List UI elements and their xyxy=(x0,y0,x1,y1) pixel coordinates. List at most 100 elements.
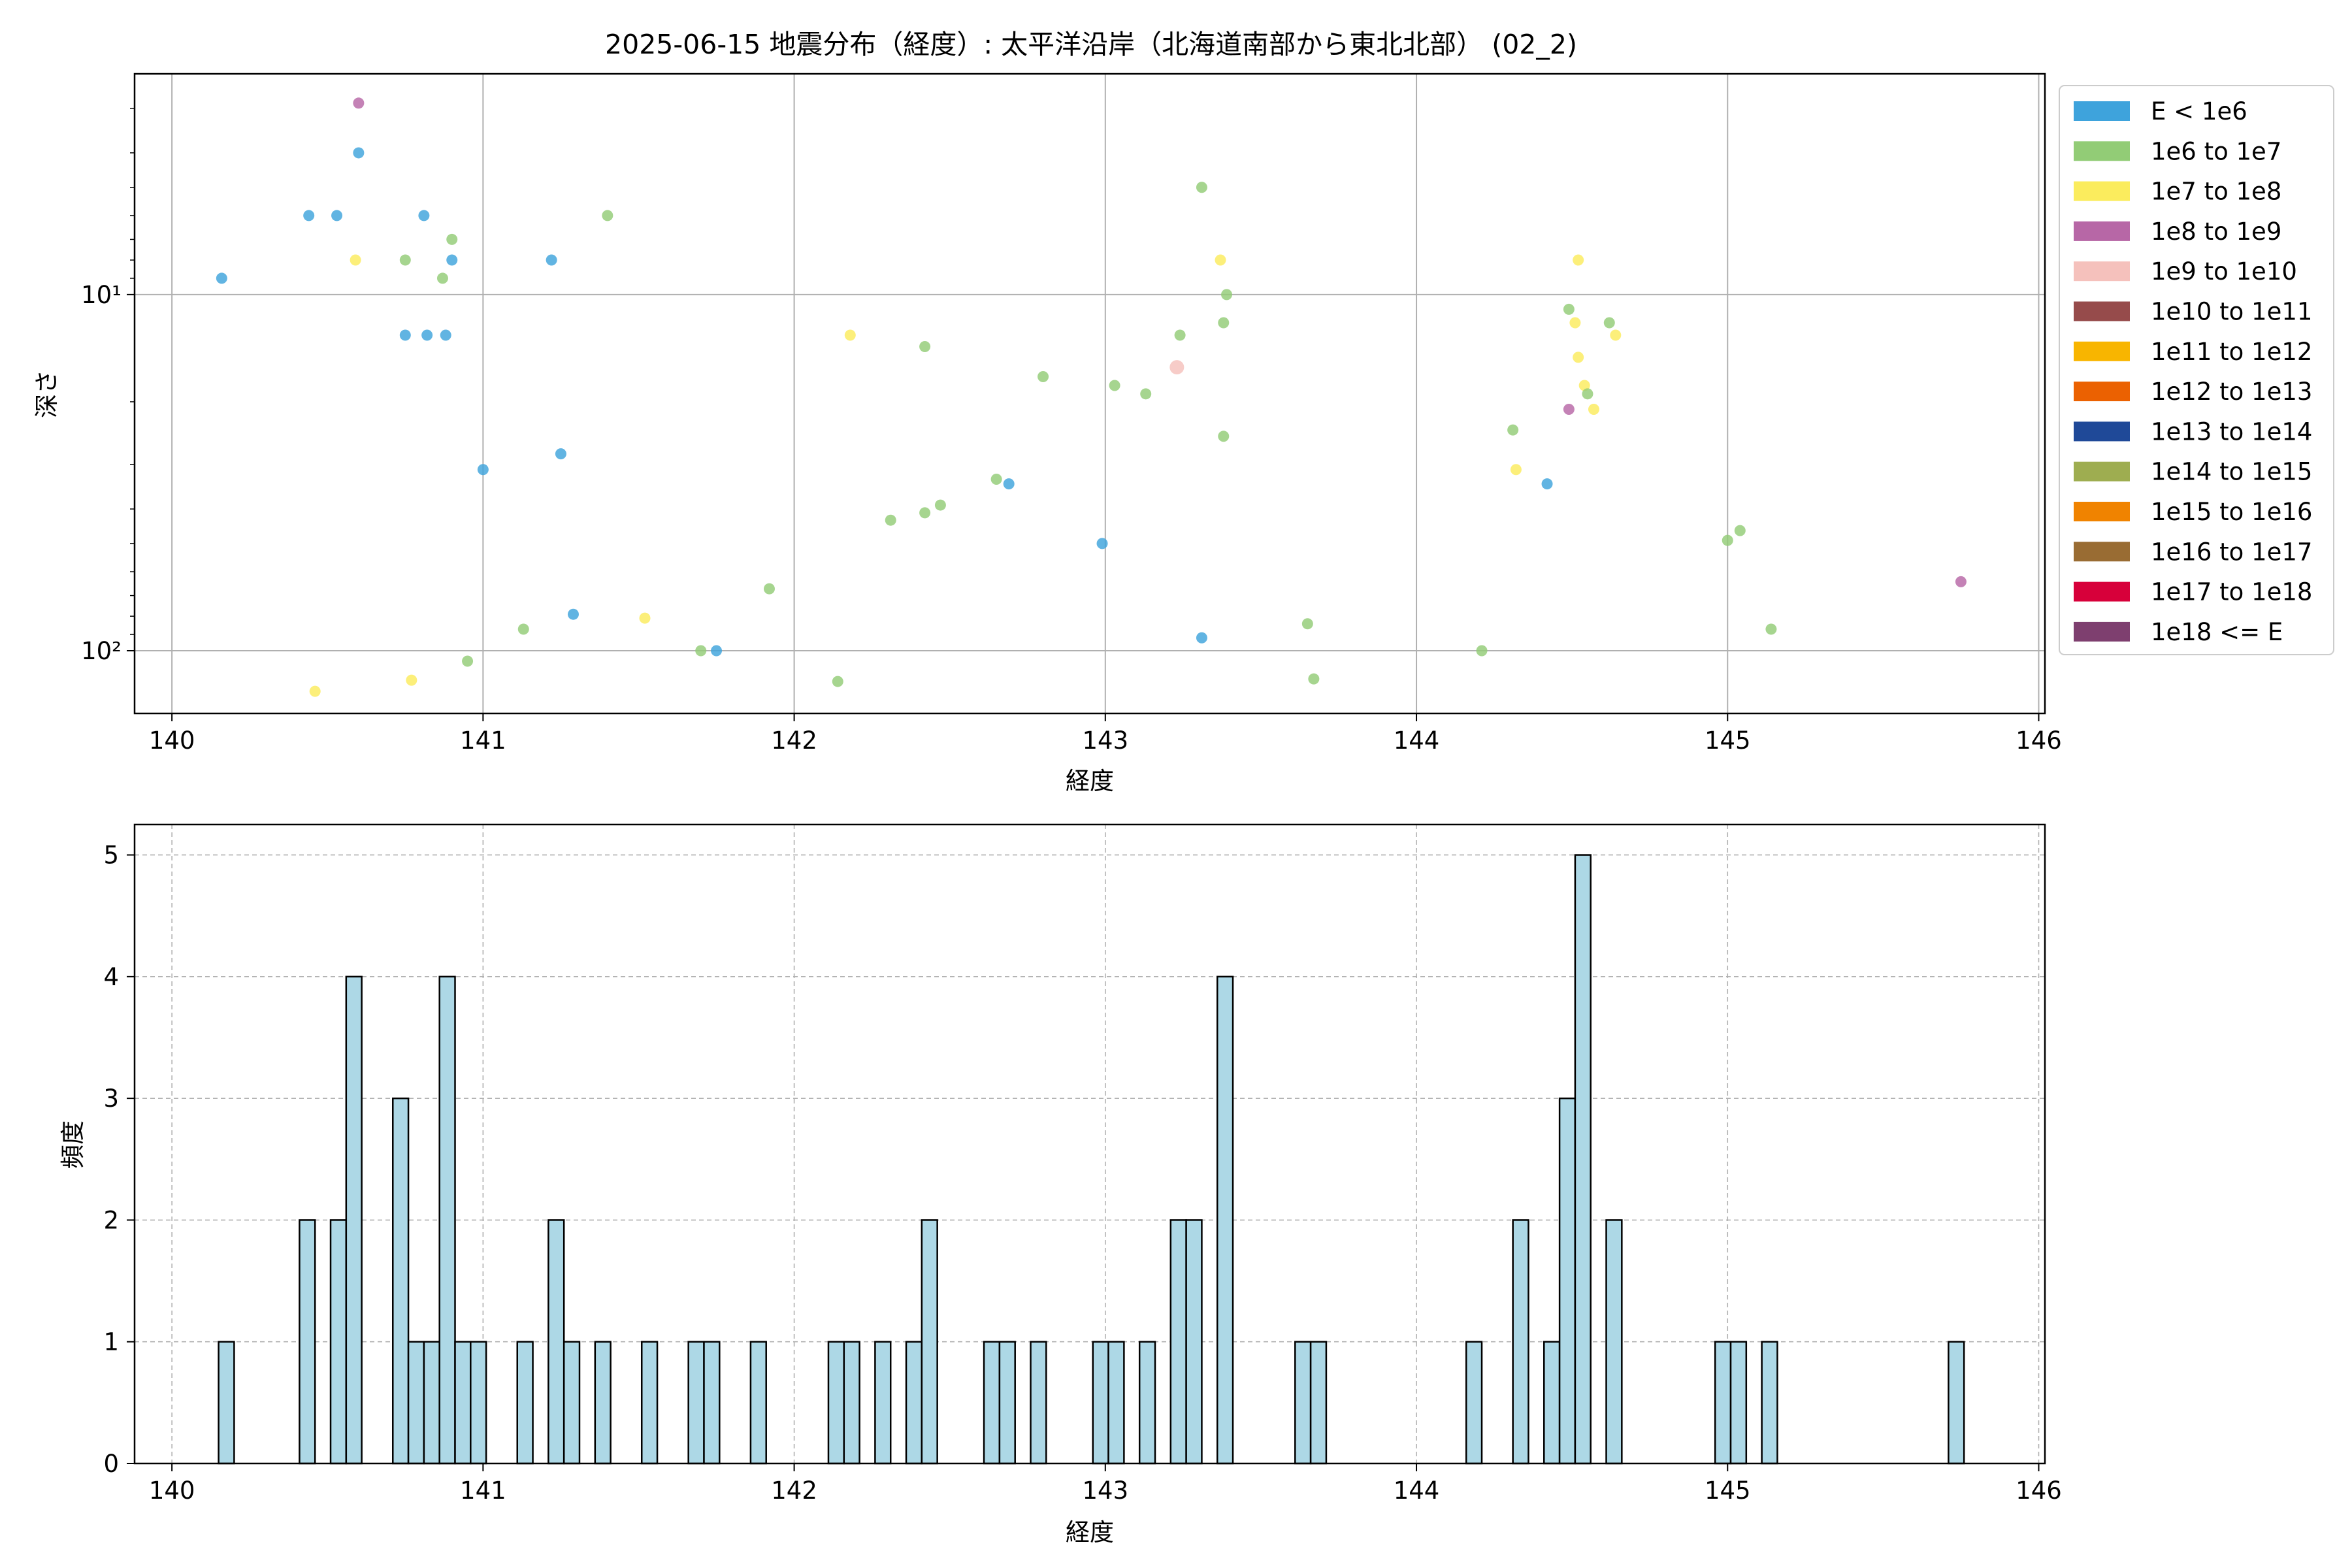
legend-frame xyxy=(2059,85,2334,655)
legend-label: 1e6 to 1e7 xyxy=(2151,137,2281,165)
scatter-point xyxy=(1734,525,1746,536)
histogram-bar xyxy=(905,1341,923,1465)
scatter-point xyxy=(1722,534,1733,546)
histogram-bar xyxy=(438,975,456,1465)
scatter-point xyxy=(1003,478,1015,490)
histogram-x-tick-label: 141 xyxy=(460,1477,506,1505)
histogram-y-tick-label: 4 xyxy=(103,963,119,991)
histogram-bar xyxy=(1761,1341,1778,1465)
scatter-point xyxy=(934,499,946,511)
histogram-bar xyxy=(1309,1341,1328,1465)
scatter-point xyxy=(1169,360,1184,375)
legend-label: 1e17 to 1e18 xyxy=(2151,578,2312,606)
scatter-point xyxy=(555,448,566,460)
legend-label: 1e14 to 1e15 xyxy=(2151,458,2312,486)
histogram-bar xyxy=(392,1097,410,1465)
histogram-bar xyxy=(1185,1219,1203,1465)
histogram-bar xyxy=(1217,975,1234,1465)
histogram-y-axis-label: 頻度 xyxy=(59,1120,87,1169)
legend-label: 1e9 to 1e10 xyxy=(2151,257,2297,286)
scatter-point xyxy=(1140,388,1152,400)
scatter-point xyxy=(350,254,361,266)
histogram-bar xyxy=(921,1219,938,1465)
scatter-point xyxy=(418,210,430,221)
scatter-point xyxy=(446,254,458,266)
histogram-y-ticks: 0 1 2 3 4 5 xyxy=(103,841,135,1478)
legend-label: 1e8 to 1e9 xyxy=(2151,218,2281,246)
legend-swatch xyxy=(2074,502,2130,521)
histogram-x-tick-label: 143 xyxy=(1082,1477,1128,1505)
scatter-frame xyxy=(133,73,2046,715)
legend-swatch xyxy=(2074,221,2130,241)
scatter-point xyxy=(1476,645,1488,657)
scatter-grid xyxy=(135,74,2045,713)
legend-label: 1e13 to 1e14 xyxy=(2151,417,2312,446)
scatter-point xyxy=(517,623,529,635)
scatter-point xyxy=(1510,464,1522,476)
scatter-x-tick-label: 140 xyxy=(149,727,195,755)
scatter-x-tick-label: 145 xyxy=(1705,727,1751,755)
histogram-bar xyxy=(563,1341,581,1465)
histogram-bar xyxy=(1092,1341,1109,1465)
legend-label: 1e12 to 1e13 xyxy=(2151,378,2312,406)
histogram-bar xyxy=(749,1341,767,1465)
scatter-point xyxy=(462,655,474,667)
histogram-x-tick-label: 146 xyxy=(2016,1477,2062,1505)
histogram-y-tick-label: 1 xyxy=(103,1328,119,1356)
scatter-point xyxy=(399,329,411,341)
scatter-point xyxy=(1765,623,1777,635)
histogram-x-ticks: 140 141 142 143 144 145 146 xyxy=(149,1463,2062,1505)
scatter-point xyxy=(1610,329,1622,341)
scatter-point xyxy=(1563,404,1575,416)
legend-label: 1e11 to 1e12 xyxy=(2151,338,2312,366)
scatter-point xyxy=(477,464,489,476)
scatter-point xyxy=(216,272,227,284)
histogram-bar xyxy=(874,1341,892,1465)
scatter-point xyxy=(885,514,896,526)
histogram-bar xyxy=(594,1341,612,1465)
legend-label: 1e10 to 1e11 xyxy=(2151,298,2312,326)
scatter-point xyxy=(1218,317,1230,329)
scatter-point xyxy=(695,645,707,657)
histogram-bar xyxy=(470,1341,487,1465)
scatter-point xyxy=(440,329,451,341)
histogram-bar xyxy=(1169,1219,1187,1465)
legend-swatch xyxy=(2074,621,2130,642)
histogram-bar xyxy=(329,1219,348,1465)
histogram-bar xyxy=(1512,1219,1529,1465)
histogram-bar xyxy=(1107,1341,1125,1465)
scatter-point xyxy=(990,474,1002,485)
histogram-bar xyxy=(640,1341,659,1465)
scatter-point xyxy=(546,254,557,266)
scatter-point xyxy=(1221,289,1233,301)
scatter-x-tick-label: 143 xyxy=(1082,727,1128,755)
histogram-bar xyxy=(345,975,363,1465)
scatter-point xyxy=(1037,370,1049,382)
histogram-bar xyxy=(1138,1341,1156,1465)
legend-swatch xyxy=(2074,542,2130,562)
scatter-point xyxy=(1541,478,1553,490)
histogram-bar xyxy=(1948,1341,1965,1465)
legend-label: E < 1e6 xyxy=(2151,97,2247,125)
histogram-panel: 140 141 142 143 144 145 146 0 1 2 3 4 5 経度 頻度 xyxy=(59,823,2062,1546)
histogram-x-tick-label: 142 xyxy=(771,1477,817,1505)
histogram-bar xyxy=(1558,1097,1576,1465)
legend-label: 1e7 to 1e8 xyxy=(2151,178,2281,206)
scatter-point xyxy=(309,685,321,697)
histogram-bar xyxy=(1465,1341,1483,1465)
histogram-bar xyxy=(218,1341,235,1465)
scatter-point xyxy=(1218,431,1230,442)
legend-items: E < 1e6 1e6 to 1e7 1e7 to 1e8 1e8 to 1e9 1e9… xyxy=(2074,97,2312,646)
scatter-x-tick-label: 146 xyxy=(2016,727,2062,755)
scatter-point xyxy=(406,674,417,686)
histogram-bar xyxy=(423,1341,440,1465)
scatter-point xyxy=(1301,618,1313,630)
histogram-bar xyxy=(703,1341,721,1465)
legend: E < 1e6 1e6 to 1e7 1e7 to 1e8 1e8 to 1e9 1e9… xyxy=(2059,85,2334,655)
histogram-bar xyxy=(1729,1341,1748,1465)
scatter-point xyxy=(353,147,365,159)
histogram-bar xyxy=(983,1341,1001,1465)
histogram-bar xyxy=(547,1219,565,1465)
scatter-point xyxy=(1573,351,1584,363)
